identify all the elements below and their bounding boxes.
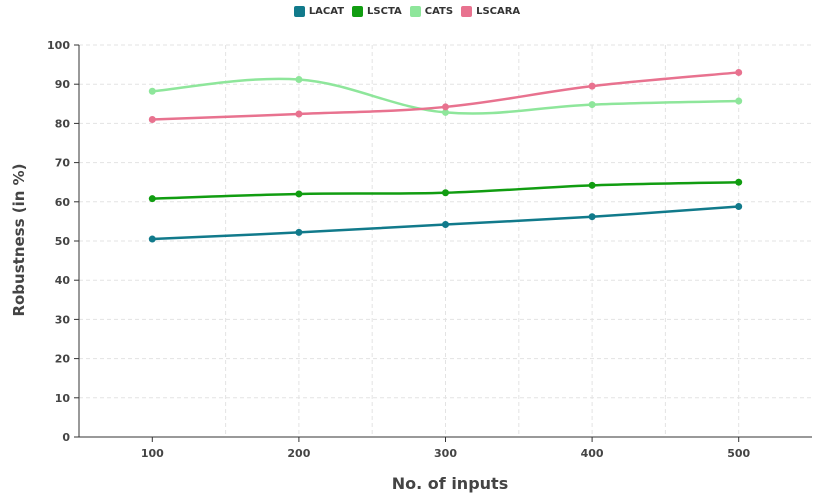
data-point-lscara[interactable] <box>295 110 303 118</box>
data-point-cats[interactable] <box>442 108 449 116</box>
y-tick-label: 100 <box>47 39 70 52</box>
legend-item-lscara[interactable]: LSCARA <box>461 6 520 17</box>
y-tick-label: 30 <box>55 313 71 326</box>
x-tick-label: 200 <box>287 447 310 460</box>
data-point-cats[interactable] <box>295 75 303 83</box>
data-point-lscta[interactable] <box>295 190 303 198</box>
legend-label: LACAT <box>308 6 345 17</box>
grid <box>79 44 812 437</box>
data-point-lscara[interactable] <box>148 115 156 123</box>
y-tick-label: 80 <box>55 117 71 130</box>
data-point-lacat[interactable] <box>295 228 303 236</box>
y-tick-label: 70 <box>55 157 71 170</box>
data-point-lscta[interactable] <box>735 178 743 186</box>
series-group <box>148 68 743 243</box>
data-point-lscta[interactable] <box>148 195 156 203</box>
y-tick-label: 10 <box>55 392 71 405</box>
x-tick-label: 300 <box>434 447 457 460</box>
legend-swatch <box>409 6 421 17</box>
legend-label: LSCARA <box>476 6 521 17</box>
data-point-lscta[interactable] <box>442 189 449 197</box>
data-point-lscara[interactable] <box>588 82 596 90</box>
y-tick-label: 50 <box>55 235 71 248</box>
y-tick-label: 60 <box>55 196 71 209</box>
data-point-lscta[interactable] <box>588 181 596 189</box>
y-tick-label: 90 <box>55 78 71 91</box>
y-tick-label: 0 <box>62 431 70 444</box>
axes: 0 10 20 30 40 50 60 70 80 90 100 100 200 300 400 500 <box>47 39 812 460</box>
data-point-lacat[interactable] <box>148 235 156 243</box>
data-point-lscara[interactable] <box>735 68 743 76</box>
legend-swatch <box>352 6 364 17</box>
legend-item-cats[interactable]: CATS <box>409 6 454 17</box>
x-axis-title: No. of inputs <box>392 474 508 493</box>
legend-label: CATS <box>424 6 454 17</box>
data-point-lscara[interactable] <box>442 103 449 111</box>
legend-swatch <box>461 6 473 17</box>
legend-item-lacat[interactable]: LACAT <box>293 6 345 17</box>
data-point-cats[interactable] <box>148 87 156 95</box>
x-tick-label: 100 <box>141 447 164 460</box>
legend-label: LSCTA <box>367 6 402 17</box>
y-axis-title: Robustness (in %) <box>10 163 28 316</box>
y-tick-label: 20 <box>55 353 71 366</box>
data-point-lacat[interactable] <box>442 221 449 229</box>
y-tick-label: 40 <box>55 274 71 287</box>
x-tick-label: 400 <box>581 447 604 460</box>
x-tick-label: 500 <box>727 447 750 460</box>
data-point-lacat[interactable] <box>735 203 743 211</box>
legend-item-lscta[interactable]: LSCTA <box>352 6 402 17</box>
data-point-lacat[interactable] <box>588 213 596 221</box>
data-point-cats[interactable] <box>588 101 596 109</box>
legend: LACAT LSCTA CATS LSCARA <box>0 6 814 17</box>
data-point-cats[interactable] <box>735 97 743 105</box>
legend-swatch <box>293 6 305 17</box>
